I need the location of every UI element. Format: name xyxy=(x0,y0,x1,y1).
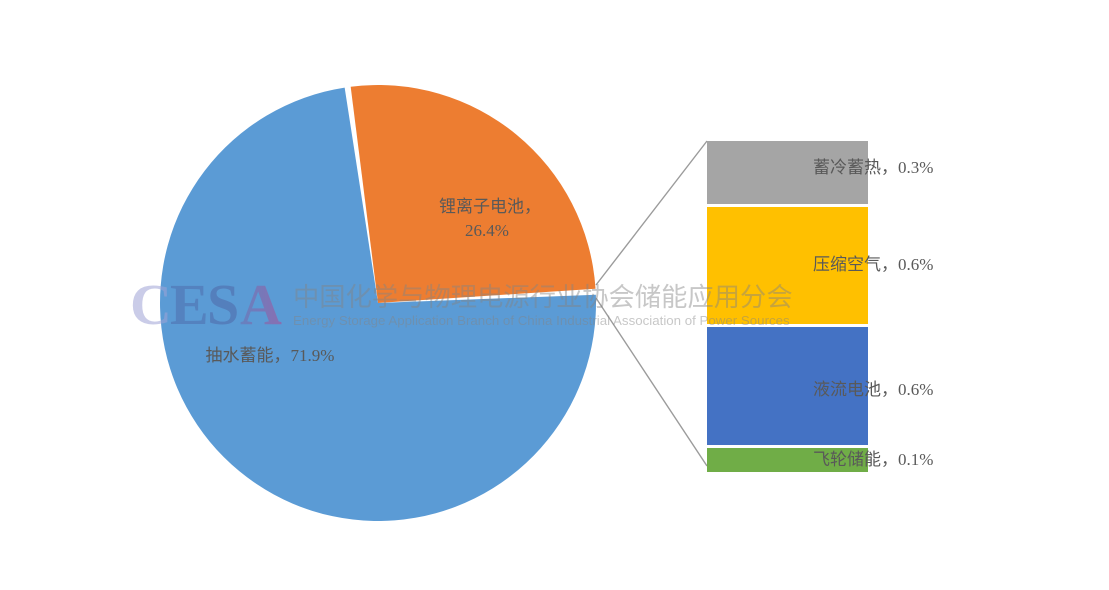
svg-text:26.4%: 26.4% xyxy=(465,221,509,240)
svg-text:液流电池，0.6%: 液流电池，0.6% xyxy=(813,380,933,399)
svg-text:压缩空气，0.6%: 压缩空气，0.6% xyxy=(813,255,933,274)
svg-text:Energy Storage Application Bra: Energy Storage Application Branch of Chi… xyxy=(293,313,790,328)
svg-text:E: E xyxy=(170,272,209,337)
svg-text:锂离子电池，: 锂离子电池， xyxy=(439,197,541,216)
svg-text:飞轮储能，0.1%: 飞轮储能，0.1% xyxy=(813,450,933,469)
svg-text:S: S xyxy=(207,272,239,337)
svg-text:蓄冷蓄热，0.3%: 蓄冷蓄热，0.3% xyxy=(813,158,933,177)
svg-text:C: C xyxy=(130,272,172,337)
svg-text:抽水蓄能，71.9%: 抽水蓄能，71.9% xyxy=(206,346,335,365)
svg-text:A: A xyxy=(240,272,282,337)
svg-text:中国化学与物理电源行业协会储能应用分会: 中国化学与物理电源行业协会储能应用分会 xyxy=(293,282,793,312)
